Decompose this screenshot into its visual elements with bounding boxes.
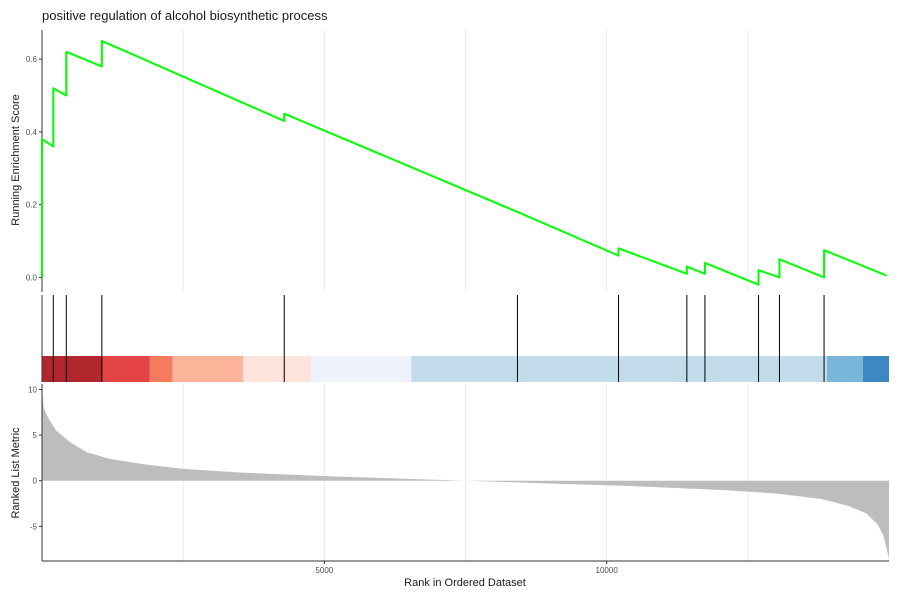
y-tick-label: 10 [28,385,37,394]
x-tick-label: 5000 [315,566,333,575]
color-bar-segment [243,356,312,382]
y-tick-label: 0.4 [26,128,38,137]
y-tick-label: 5 [33,431,38,440]
color-bar-segment [101,356,150,382]
y-tick-label: -5 [30,522,38,531]
y-axis-label-ranked-metric: Ranked List Metric [10,427,22,519]
ranked-metric-area [42,389,889,560]
y-tick-label: 0.0 [26,273,38,282]
color-bar-segment [172,356,244,382]
enrichment-line [41,39,888,286]
color-bar-segment [826,356,864,382]
y-tick-label: 0 [33,477,38,486]
color-bar-segment [311,356,412,382]
ranked-metric-panel: -5 0 5 10 5000 10000 [28,384,889,575]
x-tick-label: 10000 [596,566,619,575]
y-axis-label-enrichment: Running Enrichment Score [10,94,22,225]
y-tick-label: 0.2 [26,201,38,210]
color-bar-segment [863,356,889,382]
x-axis-label: Rank in Ordered Dataset [404,577,526,589]
color-bar-segment [42,356,102,382]
color-bar-segment [149,356,173,382]
hits-panel [41,295,889,382]
enrichment-panel: 0.0 0.2 0.4 0.6 [26,30,888,292]
chart-title: positive regulation of alcohol biosynthe… [42,8,328,23]
y-tick-label: 0.6 [26,55,38,64]
color-bar-segment [411,356,827,382]
